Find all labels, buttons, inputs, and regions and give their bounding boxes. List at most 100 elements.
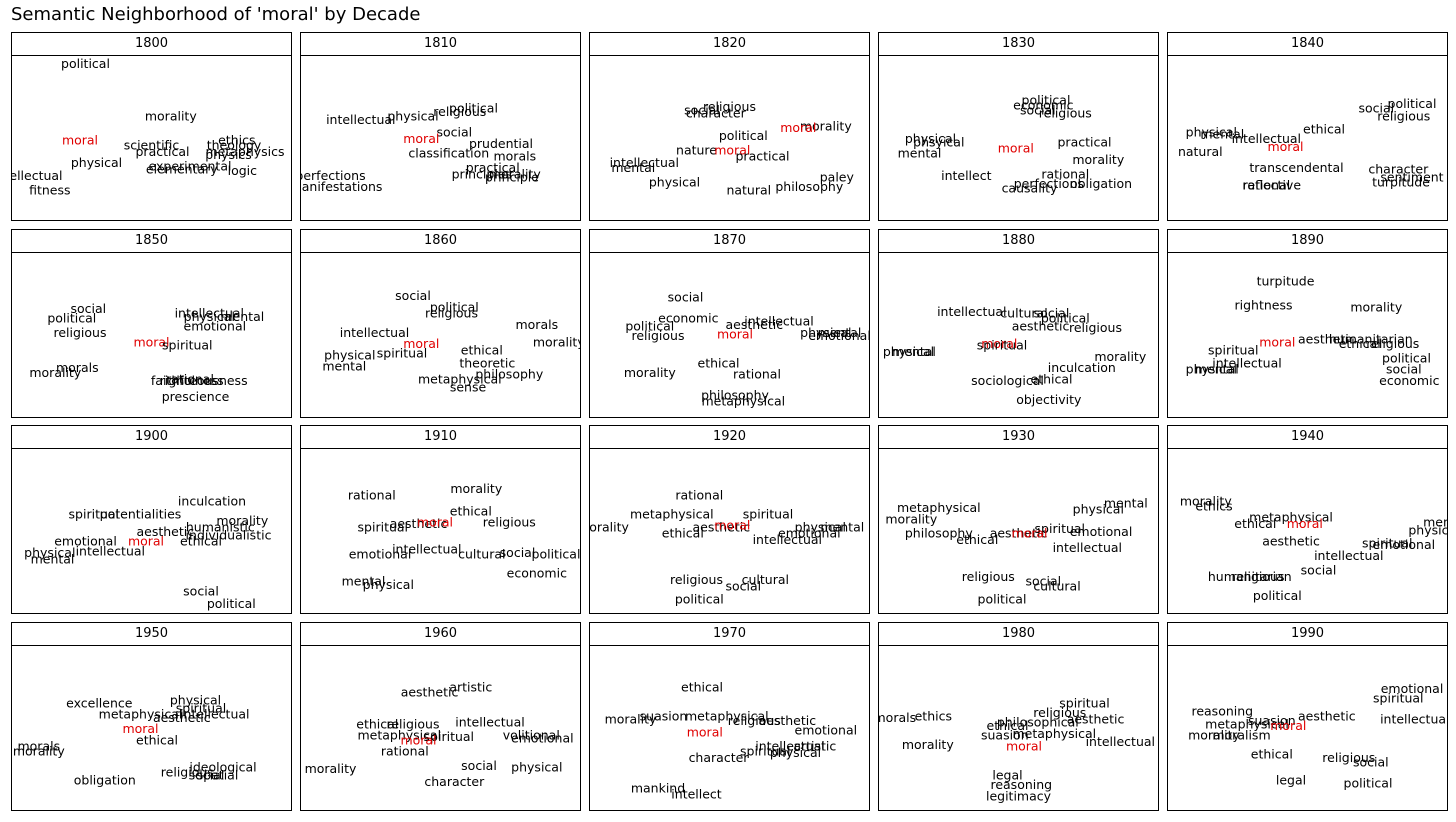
word-label: religious [387,716,440,731]
word-label: physical [1186,125,1237,140]
scatter-svg-1950: excellence physicalspiritualmetaphysicali… [13,692,257,787]
word-label: spatial [197,768,239,783]
scatter-svg-1880: intellectualculturalsocialpoliticalaesth… [883,304,1147,407]
panel-header-1890: 1890 [1167,229,1448,253]
word-label: social [500,545,536,560]
panel-header-1810: 1810 [300,32,581,56]
plot-area-1890: turpitude rightness morality aesthetic human… [1167,252,1448,418]
word-label: inculcation [178,494,246,509]
word-label: rational [1242,178,1290,193]
word-label: morality [450,481,502,496]
word-label: principle [485,170,539,185]
word-label: morality [533,335,580,350]
target-word-label: moral [714,142,750,157]
chart-title: Semantic Neighborhood of 'moral' by Deca… [11,4,421,25]
word-label: political [675,591,724,606]
word-label: moralism [1212,728,1270,743]
word-label: rightness [1234,298,1292,313]
word-label: ethical [698,355,740,370]
word-label: political [719,128,768,143]
word-label: emotional [1070,524,1133,539]
panel-header-1840: 1840 [1167,32,1448,56]
target-word-label: moral [400,732,436,747]
panel-1940: 1940 morality ethics metaphysical ethical mor… [1167,425,1448,614]
word-label: physical [905,131,956,146]
target-word-label: moral [998,141,1034,156]
target-word-label: moral [1259,335,1295,350]
word-label: humanitarian [1208,569,1292,584]
word-label: ethical [180,534,222,549]
word-label: political [1253,588,1302,603]
target-word-label: moral [417,515,453,530]
word-label: mental [611,160,655,175]
word-label: spiritual [1208,343,1259,358]
word-label: physical [770,745,821,760]
word-label: metaphysical [630,507,714,522]
scatter-svg-1890: turpitude rightness morality aesthetichuman… [1186,274,1440,388]
word-label: intellect [941,168,991,183]
word-label: morals [515,317,558,332]
panel-1970: 1970 ethical suasion metaphysical morality re… [589,622,870,811]
word-label: morality [1094,349,1146,364]
word-label: morality [489,166,541,181]
word-label: social [668,290,704,305]
word-label: religious [632,328,685,343]
word-label: political [1388,96,1437,111]
word-label: aesthetic [153,710,211,725]
word-label: legal [992,768,1022,783]
word-label: mental [220,309,264,324]
word-label: mental [1200,126,1244,141]
word-label: philosophy [475,367,543,382]
word-label: mental [1423,515,1447,530]
word-label: turpitude [1257,274,1315,289]
word-label: principles [452,166,512,181]
panel-1830: 1830 political economic social religious phys… [878,32,1159,221]
target-word-label: moral [1006,739,1042,754]
panel-header-1880: 1880 [878,229,1159,253]
word-label: physical [24,545,75,560]
word-label: metaphysical [685,708,769,723]
word-label: morality [145,109,197,124]
word-label: nature [676,142,717,157]
word-label: emotional [349,547,412,562]
word-label: physical [795,519,846,534]
target-word-label: moral [62,133,98,148]
word-label: individualistic [186,527,272,542]
word-label: practical [1058,134,1112,149]
target-word-label: moral [717,327,753,342]
plot-area-1990: emotional spiritual reasoning aesthetic inte… [1167,645,1448,811]
word-label: emotional [808,328,869,343]
word-label: objectivity [1016,392,1082,407]
word-label: religious [483,515,536,530]
panel-header-1850: 1850 [11,229,292,253]
word-label: ethical [461,343,503,358]
word-label: theoretic [459,355,515,370]
word-label: physical [883,344,934,359]
word-label: ethics [218,133,255,148]
word-label: aesthetic [390,516,448,531]
plot-area-1860: social political religious morals intellectu… [300,252,581,418]
word-label: political [47,311,96,326]
word-label: intellectual [326,112,395,127]
word-label: spiritual [424,729,475,744]
word-label: social [1353,755,1389,770]
word-label: ethical [1031,371,1073,386]
scatter-svg-1930: mental metaphysical physical morality spirit… [885,495,1147,606]
word-label: cultural [458,547,505,562]
word-label: elementary [146,162,218,177]
word-label: social [1034,306,1070,321]
word-label: political [1041,311,1090,326]
word-label: religious [670,572,723,587]
word-label: ethical [136,732,178,747]
word-label: intellect [671,787,721,802]
word-label: emotional [1381,681,1444,696]
panel-1950: 1950 excellence physical spiritual metaphysi… [11,622,292,811]
word-label: aesthetic [401,684,459,699]
panel-1840: 1840 political social religious physical ment… [1167,32,1448,221]
word-label: religious [433,104,486,119]
